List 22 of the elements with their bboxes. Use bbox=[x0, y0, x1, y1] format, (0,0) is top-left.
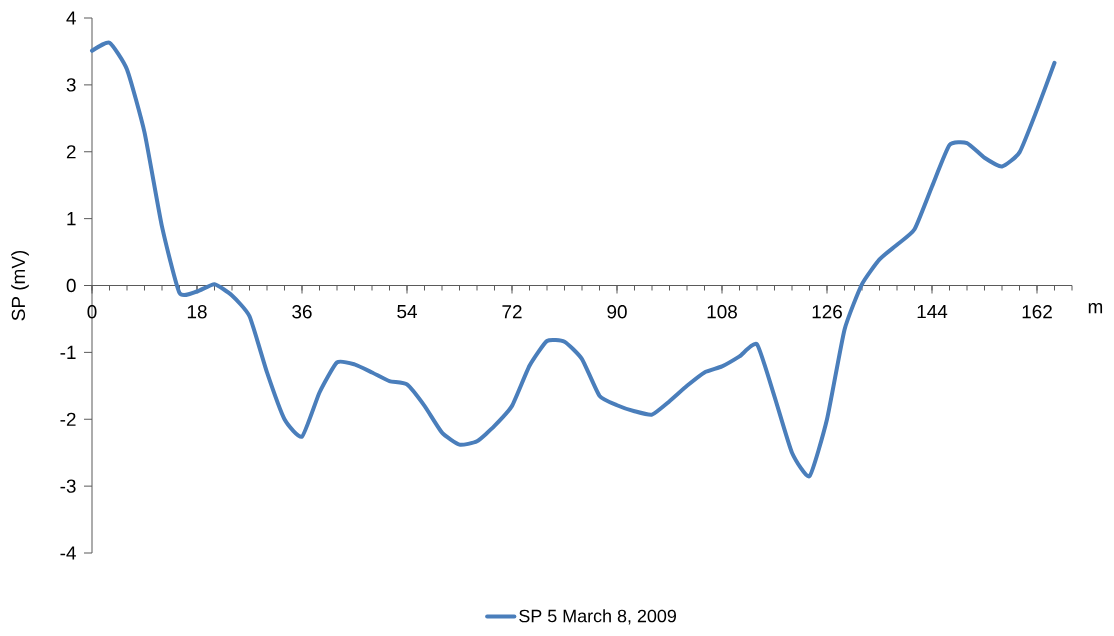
y-tick-label: 3 bbox=[66, 78, 76, 92]
y-axis-title: SP (mV) bbox=[11, 250, 29, 321]
y-tick-label: -3 bbox=[60, 479, 76, 493]
y-tick-label: -4 bbox=[60, 546, 76, 560]
x-axis-title: m bbox=[1088, 303, 1103, 314]
x-tick-label: 54 bbox=[397, 305, 417, 319]
y-tick-label: 1 bbox=[67, 212, 76, 226]
y-tick-label: 2 bbox=[66, 145, 76, 159]
x-tick-label: 162 bbox=[1022, 305, 1052, 319]
x-tick-label: 0 bbox=[87, 305, 97, 319]
x-tick-label: 144 bbox=[917, 305, 948, 319]
y-tick-label: 0 bbox=[66, 278, 76, 293]
x-tick-label: 90 bbox=[607, 305, 627, 319]
x-tick-label: 72 bbox=[502, 305, 522, 319]
y-tick-label: -1 bbox=[60, 345, 76, 359]
y-tick-label: 4 bbox=[66, 11, 76, 25]
x-tick-label: 18 bbox=[187, 305, 207, 319]
x-tick-label: 126 bbox=[812, 305, 842, 319]
x-tick-label: 108 bbox=[707, 305, 737, 319]
y-tick-label: -2 bbox=[60, 412, 76, 426]
legend-label: SP 5 March 8, 2009 bbox=[519, 609, 676, 625]
x-tick-label: 36 bbox=[292, 305, 312, 319]
